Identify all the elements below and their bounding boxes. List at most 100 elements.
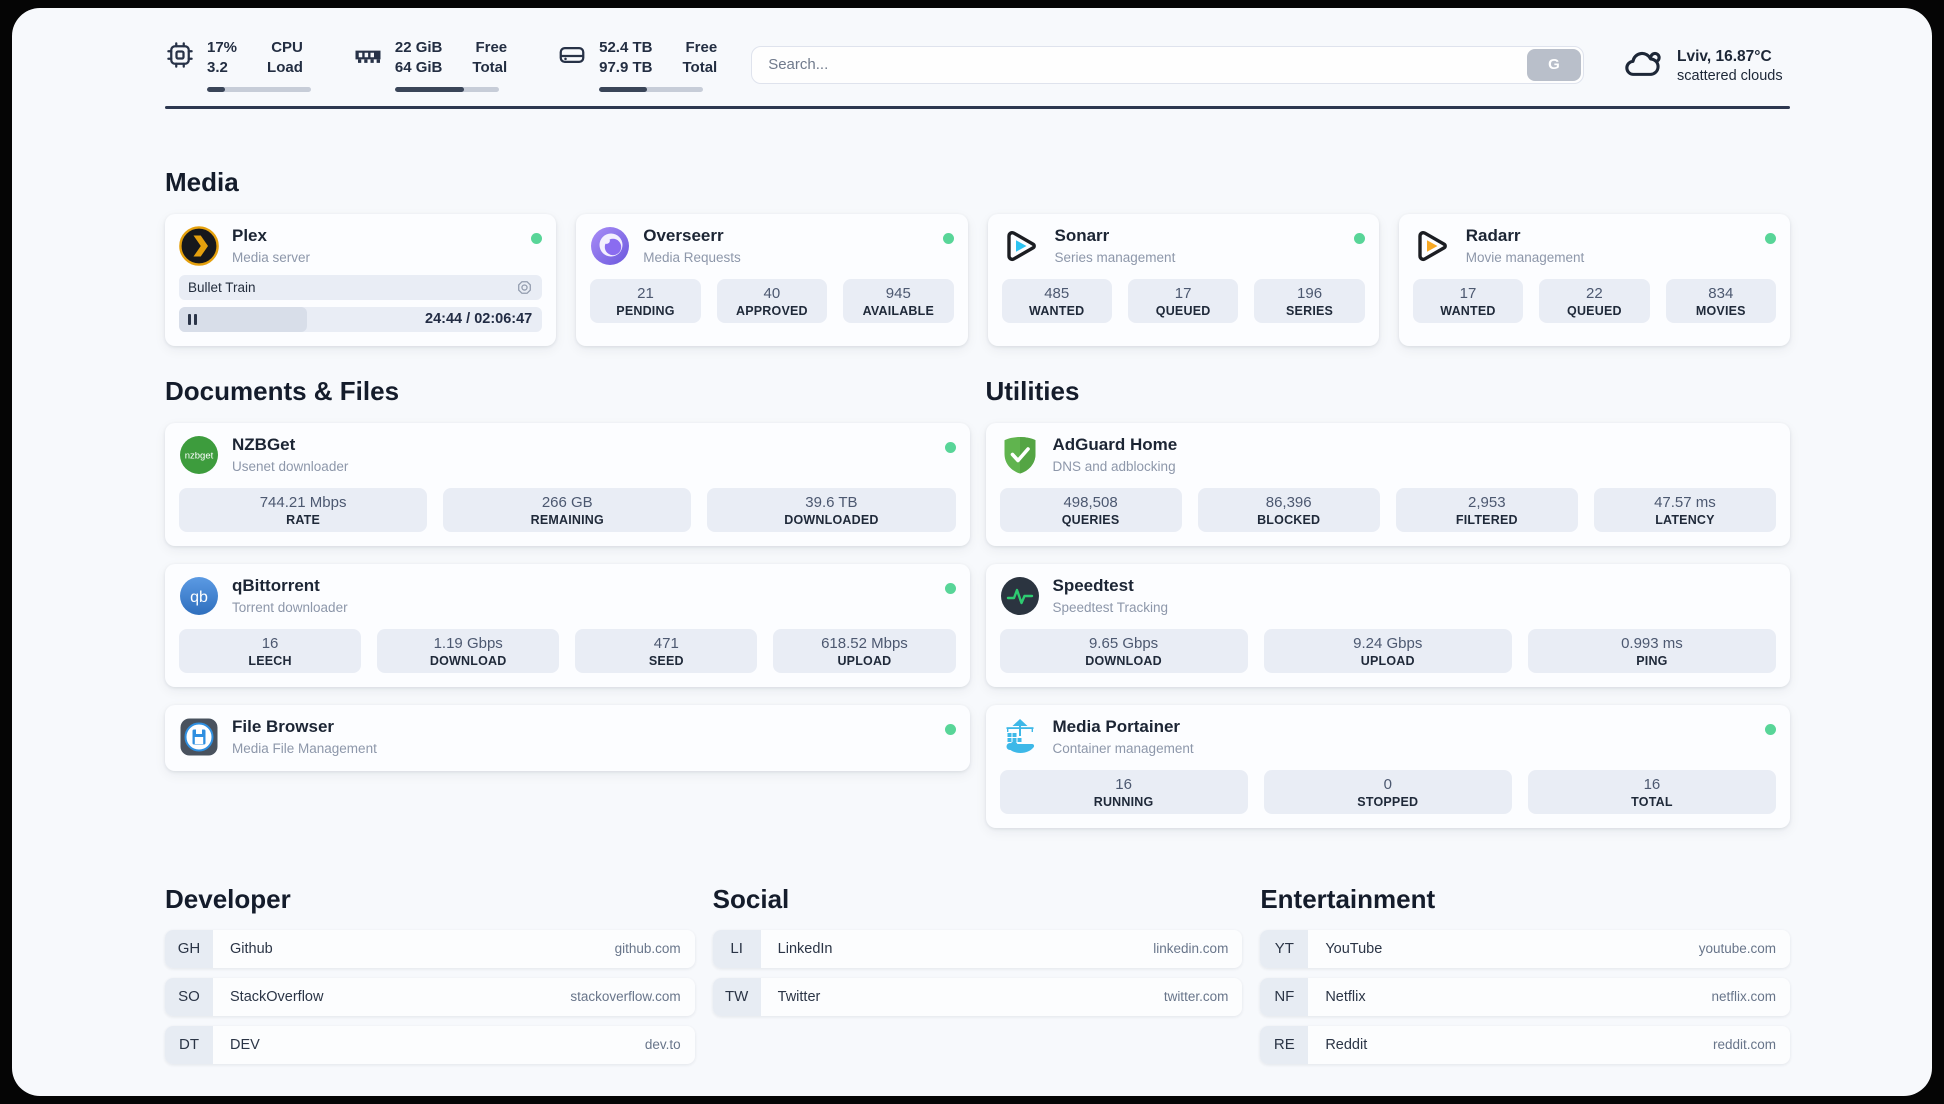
online-status-dot [1765,723,1776,735]
stat-value: 40 [763,284,781,302]
weather-widget[interactable]: Lviv, 16.87°C scattered clouds [1622,45,1790,84]
stat-label: QUERIES [1061,512,1120,527]
app-title: File Browser [232,717,335,737]
cloud-icon [1622,45,1664,84]
bookmark-name: DEV [230,1036,260,1053]
bookmark-abbrev: TW [712,977,761,1016]
stat-value: 618.52 Mbps [821,634,908,652]
section-title-developer: Developer [165,883,291,914]
bookmark-group-developer: Developer GH Github github.com SO StackOverfl… [165,884,695,1064]
speedtest-card[interactable]: Speedtest Speedtest Tracking 9.65 Gbps DOWN… [985,563,1790,687]
camera-icon[interactable] [516,279,533,296]
stat-value: 266 GB [541,493,593,511]
bookmark-youtube[interactable]: YT YouTube youtube.com [1260,929,1790,968]
bookmark-twitter[interactable]: TW Twitter twitter.com [712,977,1243,1016]
app-description: Media Requests [643,249,741,265]
app-title: Radarr [1465,226,1521,246]
usage-bar [394,86,499,92]
media-card-grid: Plex Media server Bullet Train 24:44 / 02:0… [165,213,1790,346]
svg-text:nzbget: nzbget [185,450,214,461]
app-description: Series management [1054,249,1176,265]
section-title-media: Media [165,166,239,197]
app-title: qBittorrent [232,576,320,596]
app-title: AdGuard Home [1052,435,1178,455]
bookmark-stackoverflow[interactable]: SO StackOverflow stackoverflow.com [165,977,695,1016]
bookmark-linkedin[interactable]: LI LinkedIn linkedin.com [712,929,1243,968]
nzbget-card[interactable]: nzbget NZBGet Usenet downloader 744.21 Mbps… [165,422,970,546]
stat-box-pending: 21 PENDING [590,278,701,323]
app-description: Media File Management [232,740,377,756]
bookmark-name: Reddit [1325,1036,1368,1053]
app-title: Speedtest [1052,576,1134,596]
bookmark-group-entertainment: Entertainment YT YouTube youtube.com NF Netfl… [1260,884,1790,1064]
stat-value: 47.57 ms [1654,493,1716,511]
app-description: Movie management [1465,249,1585,265]
stat-label: RATE [286,512,321,527]
stat-value: 196 [1297,284,1323,302]
stat-label: DOWNLOAD [1085,653,1162,668]
system-stats: 17% 3.2 CPU Load 22 GiB 64 GiB Free Total 52.4 T… [165,38,717,92]
bookmark-name: Netflix [1325,988,1366,1005]
nzbget-icon: nzbget [179,435,219,475]
disk-icon [557,38,587,79]
bookmark-dev[interactable]: DT DEV dev.to [165,1025,695,1064]
stat-box-download: 1.19 Gbps DOWNLOAD [377,628,560,673]
app-description: DNS and adblocking [1052,458,1176,474]
stat-label: DOWNLOADED [784,512,879,527]
stat-label: WANTED [1440,303,1496,318]
bookmark-github[interactable]: GH Github github.com [165,929,695,968]
bookmark-netflix[interactable]: NF Netflix netflix.com [1260,977,1790,1016]
bookmark-abbrev: GH [165,929,213,968]
overseerr-icon [590,226,630,266]
sonarr-card[interactable]: Sonarr Series management 485 WANTED 17 QUEUED… [987,213,1379,346]
stat-label: PING [1636,653,1668,668]
now-playing-title: Bullet Train [188,279,256,295]
stat-label: WANTED [1029,303,1085,318]
bookmark-url: reddit.com [1712,1037,1776,1052]
cpu-icon [165,38,195,79]
stat-label: RUNNING [1093,794,1154,809]
radarr-card[interactable]: Radarr Movie management 17 WANTED 22 QUEUED 83… [1398,213,1790,346]
bookmark-url: twitter.com [1163,989,1229,1004]
stat-label: MOVIES [1695,303,1746,318]
overseerr-card[interactable]: Overseerr Media Requests 21 PENDING 40 APPROV… [576,213,968,346]
usage-bar [599,86,704,92]
bookmark-reddit[interactable]: RE Reddit reddit.com [1260,1025,1790,1064]
stat-value: 498,508 [1063,493,1118,511]
stat-box-stopped: 0 STOPPED [1263,769,1512,814]
stat-label: QUEUED [1155,303,1211,318]
sonarr-icon [1002,226,1042,266]
app-description: Media server [232,249,311,265]
bookmark-abbrev: YT [1260,929,1309,968]
search-input[interactable] [751,45,1584,84]
plex-card[interactable]: Plex Media server Bullet Train 24:44 / 02:0… [165,213,557,346]
stat-box-download: 9.65 Gbps DOWNLOAD [999,628,1248,673]
portainer-icon [1000,717,1040,757]
stat-label: AVAILABLE [862,303,935,318]
stat-box-running: 16 RUNNING [999,769,1248,814]
file-browser-card[interactable]: File Browser Media File Management [165,704,970,771]
stat-value: 16 [1643,775,1661,793]
plex-icon [179,225,219,266]
bookmark-url: stackoverflow.com [570,989,681,1004]
app-description: Torrent downloader [232,599,348,615]
usage-bar-fill [599,86,647,92]
stat-box-rate: 744.21 Mbps RATE [179,487,428,532]
bookmark-url: youtube.com [1698,941,1776,956]
adguard-home-card[interactable]: AdGuard Home DNS and adblocking 498,508 QUE… [985,422,1790,546]
app-description: Container management [1052,740,1194,756]
filebrowser-icon [179,717,219,757]
stat-values: 17% 3.2 [207,39,238,77]
stat-label: BLOCKED [1257,512,1321,527]
stat-values: 52.4 TB 97.9 TB [599,39,653,77]
stat-value: 471 [653,634,679,652]
stat-box-queued: 17 QUEUED [1127,278,1239,323]
search-engine-button[interactable]: G [1527,48,1581,81]
stat-box-queued: 22 QUEUED [1539,278,1650,323]
media-portainer-card[interactable]: Media Portainer Container management 16 RUN… [985,704,1790,828]
qbittorrent-card[interactable]: qb qBittorrent Torrent downloader 16 LEECH 1.… [165,563,970,687]
header-divider [165,105,1790,109]
stat-box-ping: 0.993 ms PING [1527,628,1777,673]
bookmark-groups: Developer GH Github github.com SO StackOverfl… [165,884,1790,1064]
speedtest-icon [1000,576,1040,616]
